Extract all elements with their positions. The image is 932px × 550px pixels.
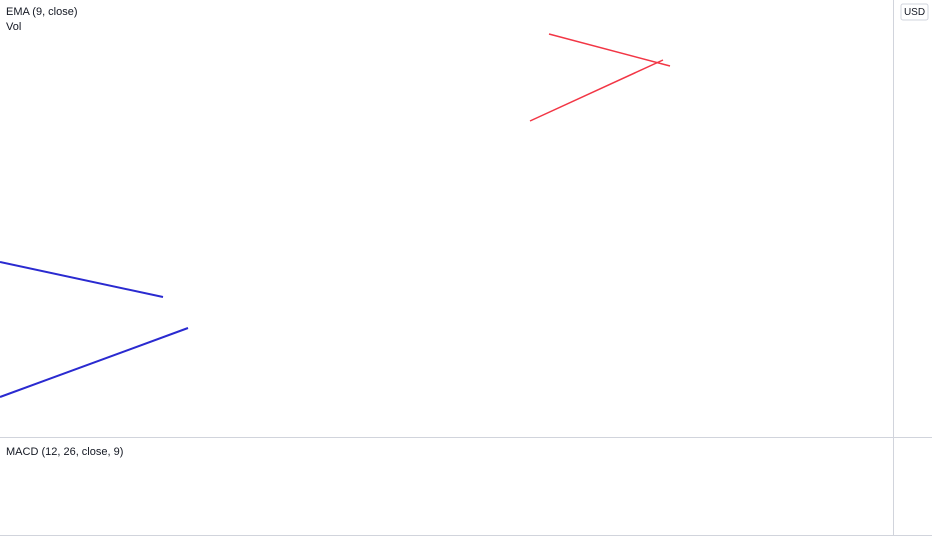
volume-legend: Vol <box>6 21 21 33</box>
trend-line <box>0 261 164 298</box>
currency[interactable]: USD <box>904 7 925 18</box>
macd-legend: MACD (12, 26, close, 9) <box>6 446 123 458</box>
trend-line <box>0 327 189 398</box>
currency-box[interactable] <box>900 3 929 21</box>
trend-line <box>529 59 664 122</box>
ema-legend: EMA (9, close) <box>6 6 78 18</box>
trend-line <box>548 33 671 67</box>
drawings <box>0 33 671 398</box>
